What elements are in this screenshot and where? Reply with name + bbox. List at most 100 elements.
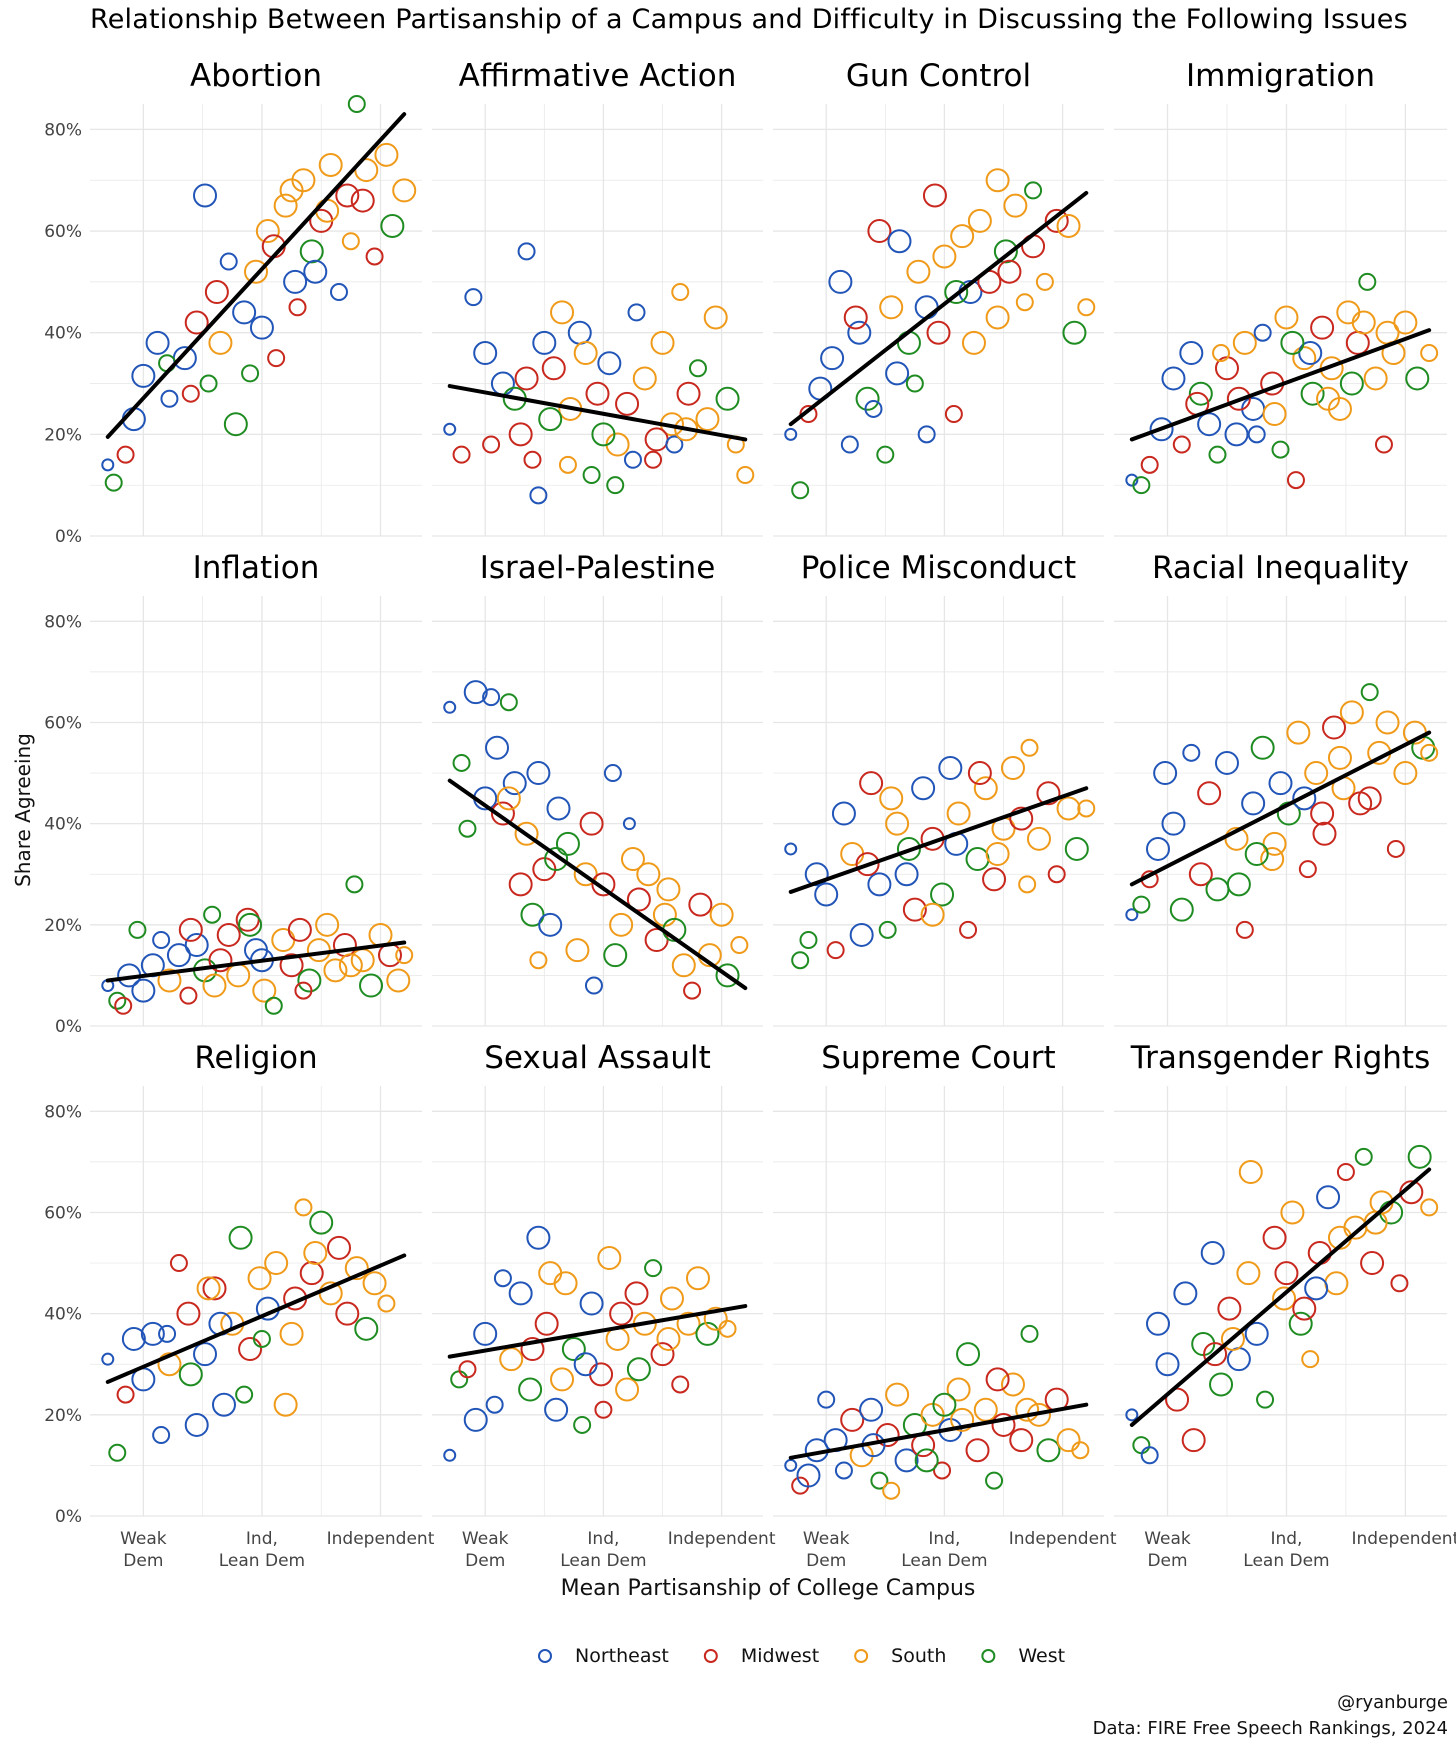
data-point-south [1026, 826, 1051, 851]
legend-key-west [981, 1649, 996, 1663]
data-point-south [1339, 700, 1364, 725]
data-point-midwest [965, 1438, 990, 1463]
legend-label-south: South [891, 1645, 946, 1667]
data-point-south [514, 821, 539, 846]
data-point-south [1420, 743, 1439, 762]
data-point-midwest [208, 948, 233, 973]
data-point-midwest [287, 917, 312, 942]
data-point-south [1015, 1397, 1040, 1422]
data-point-midwest [514, 366, 539, 391]
panel-supreme-court-title: Supreme Court [821, 1040, 1055, 1076]
data-point-midwest [458, 1360, 477, 1379]
data-point-south [1056, 796, 1081, 821]
data-point-northeast [1316, 1185, 1341, 1210]
data-point-south [882, 1481, 901, 1500]
data-point-west [688, 359, 707, 378]
data-point-midwest [279, 953, 304, 978]
data-point-west [791, 481, 810, 500]
panel-immigration-fit-line [1129, 328, 1432, 442]
data-point-midwest [589, 1362, 614, 1387]
data-point-northeast [145, 330, 170, 355]
data-point-west [1405, 366, 1430, 391]
panel-police-misconduct-fit-line [788, 786, 1089, 894]
panel-gun-control-fit-line [788, 190, 1089, 427]
data-point-west [241, 364, 260, 383]
y-tick-label: 20% [44, 916, 82, 936]
data-point-midwest [1203, 1342, 1228, 1367]
data-point-south [1280, 1200, 1305, 1225]
data-point-south [597, 1246, 622, 1270]
data-point-south [294, 1198, 313, 1217]
data-point-northeast [1200, 1240, 1225, 1265]
data-point-south [1304, 761, 1329, 786]
data-point-south [920, 902, 945, 927]
data-point-northeast [1153, 761, 1178, 786]
data-point-midwest [997, 259, 1022, 284]
data-point-midwest [235, 907, 260, 932]
data-point-northeast [579, 1291, 604, 1316]
data-point-northeast [1298, 341, 1323, 366]
data-point-midwest [377, 943, 402, 968]
data-point-midwest [644, 928, 669, 952]
data-point-midwest [508, 422, 533, 447]
data-point-south [386, 968, 411, 993]
panel-affirmative-action: Affirmative Action [432, 58, 763, 537]
data-point-northeast [834, 1461, 853, 1480]
x-tick-label: Lean Dem [1243, 1551, 1329, 1571]
panel-transgender-rights-grid [1114, 1086, 1447, 1517]
panel-israel-palestine-fit-line [447, 778, 748, 991]
data-point-midwest [867, 219, 892, 244]
data-point-midwest [1217, 1296, 1242, 1321]
data-point-south [208, 330, 233, 355]
panel-inflation-title: Inflation [193, 550, 320, 586]
data-point-midwest [327, 1235, 351, 1260]
data-point-south [650, 330, 675, 355]
data-point-south [620, 847, 645, 872]
data-point-northeast [508, 1281, 533, 1306]
data-point-west [1132, 476, 1151, 495]
data-point-midwest [520, 1337, 545, 1362]
data-point-south [1000, 1372, 1025, 1397]
data-point-midwest [902, 897, 927, 922]
data-point-south [1224, 826, 1249, 851]
data-point-northeast [859, 1397, 884, 1422]
data-point-west [380, 213, 405, 238]
data-point-northeast [938, 756, 963, 780]
panel-racial-inequality-fit-line [1129, 730, 1432, 887]
data-point-south [885, 811, 910, 836]
x-tick-label: Weak [462, 1529, 509, 1549]
data-point-south [202, 973, 227, 998]
data-point-west [520, 902, 545, 927]
legend-label-west: West [1018, 1645, 1065, 1667]
data-point-midwest [967, 761, 992, 786]
data-point-west [1132, 1436, 1151, 1455]
data-point-midwest [1292, 1296, 1317, 1321]
panel-gun-control: Gun Control [773, 58, 1104, 537]
data-point-northeast [665, 435, 684, 454]
data-point-west [238, 912, 263, 937]
data-point-northeast [219, 252, 238, 271]
data-point-west [870, 1471, 889, 1490]
panel-police-misconduct-title: Police Misconduct [801, 550, 1076, 586]
data-point-northeast [443, 1448, 457, 1462]
y-tick-label: 0% [55, 527, 82, 547]
data-point-west [985, 1471, 1004, 1490]
data-point-south [1015, 293, 1034, 312]
data-point-midwest [541, 356, 566, 381]
x-tick-label: Weak [1144, 1529, 1191, 1549]
data-point-west [499, 693, 518, 712]
data-point-south [879, 295, 904, 320]
data-point-northeast [885, 361, 910, 386]
data-point-northeast [1179, 341, 1204, 366]
data-point-south [323, 958, 348, 983]
data-point-south [318, 152, 343, 177]
data-point-northeast [517, 242, 536, 261]
data-point-midwest [1274, 1261, 1299, 1286]
data-point-west [228, 1225, 253, 1250]
data-point-west [1300, 381, 1325, 406]
x-tick-label: Dem [465, 1551, 505, 1571]
data-point-west [354, 1316, 379, 1341]
data-point-west [695, 1321, 720, 1346]
panel-sexual-assault-points [443, 1225, 737, 1462]
